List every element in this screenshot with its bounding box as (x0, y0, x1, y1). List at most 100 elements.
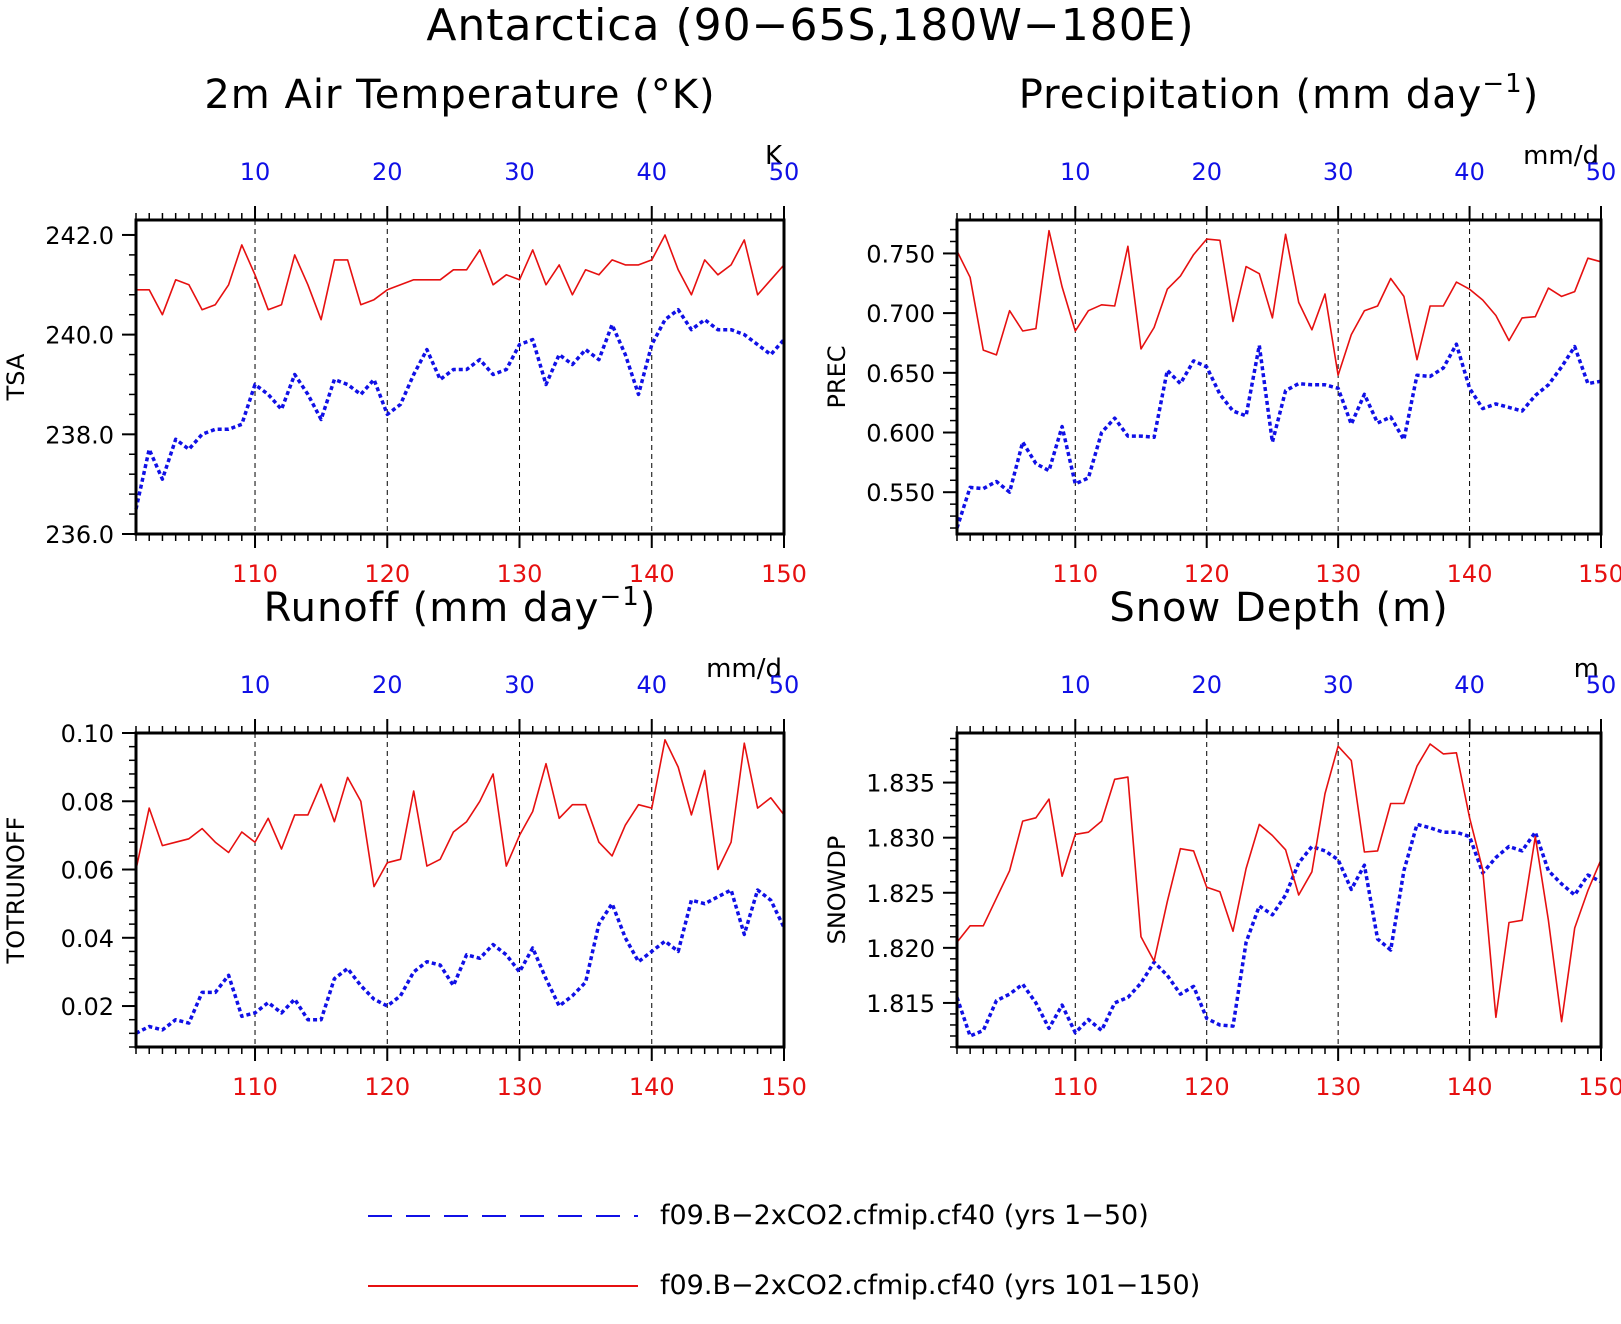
x-bottom-tick-label: 110 (1052, 560, 1098, 588)
y-tick-label: 0.10 (61, 720, 114, 748)
x-top-tick-label: 10 (240, 158, 271, 186)
x-bottom-tick-label: 110 (1052, 1073, 1098, 1101)
legend-swatch-solid (368, 1285, 638, 1287)
x-bottom-tick-label: 130 (1315, 1073, 1361, 1101)
x-bottom-tick-label: 110 (232, 560, 278, 588)
title-tail: ) (1523, 72, 1540, 118)
title-superscript: −1 (1482, 69, 1522, 99)
legend-label-series1: f09.B−2xCO2.cfmip.cf40 (yrs 1−50) (660, 1200, 1149, 1231)
panel-tsa: 2m Air Temperature (°K) K 236.0 238.0 240.0 2… (2, 72, 807, 588)
series-line-yrs-101-150 (956, 229, 1602, 377)
charts-canvas: 2m Air Temperature (°K) K 236.0 238.0 240.0 2… (2, 69, 1621, 1101)
x-top-tick-label: 40 (1454, 158, 1485, 186)
x-bottom-tick-label: 150 (1578, 1073, 1621, 1101)
y-tick-label: 1.815 (866, 990, 935, 1018)
y-tick-label: 1.825 (866, 880, 935, 908)
series-line-yrs-101-150 (956, 743, 1602, 1023)
y-tick-label: 242.0 (45, 222, 114, 250)
x-bottom-tick-label: 150 (1578, 560, 1621, 588)
x-bottom-tick-label: 110 (232, 1073, 278, 1101)
x-bottom-tick-label: 130 (497, 1073, 543, 1101)
x-bottom-tick-label: 150 (761, 1073, 807, 1101)
y-tick-label: 236.0 (45, 521, 114, 549)
series-line-yrs-101-150 (135, 738, 785, 888)
plot-frame (955, 218, 1603, 536)
panel-title: Precipitation (mm day−1) (1019, 69, 1540, 118)
units-label: mm/d (1523, 141, 1599, 171)
y-tick-label: 1.820 (866, 935, 935, 963)
legend-label-series2: f09.B−2xCO2.cfmip.cf40 (yrs 101−150) (660, 1270, 1201, 1301)
x-top-tick-label: 30 (504, 158, 535, 186)
panel-title: Runoff (mm day−1) (264, 582, 657, 631)
x-bottom-tick-label: 140 (629, 560, 675, 588)
y-axis-label: TSA (2, 353, 30, 401)
x-top-tick-label: 50 (769, 671, 800, 699)
y-tick-label: 0.600 (866, 420, 935, 448)
y-tick-label: 0.550 (866, 479, 935, 507)
x-bottom-tick-label: 120 (364, 560, 410, 588)
x-bottom-tick-label: 140 (1447, 1073, 1493, 1101)
y-tick-label: 0.08 (61, 788, 114, 816)
y-tick-label: 0.04 (61, 925, 114, 953)
x-bottom-tick-label: 140 (629, 1073, 675, 1101)
x-top-tick-label: 30 (1323, 158, 1354, 186)
series-line-yrs-1-50 (135, 888, 786, 1035)
plot-frame (134, 731, 786, 1049)
units-label: mm/d (706, 654, 782, 684)
y-tick-label: 0.02 (61, 993, 114, 1021)
y-tick-label: 1.835 (866, 770, 935, 798)
legend-item-series2: f09.B−2xCO2.cfmip.cf40 (yrs 101−150) (0, 1266, 1621, 1306)
y-tick-label: 0.650 (866, 360, 935, 388)
y-tick-label: 0.700 (866, 300, 935, 328)
series-line-yrs-1-50 (955, 822, 1602, 1038)
legend: f09.B−2xCO2.cfmip.cf40 (yrs 1−50) f09.B−… (0, 1190, 1621, 1324)
series-line-yrs-1-50 (955, 342, 1602, 529)
x-top-tick-label: 50 (1586, 671, 1617, 699)
x-top-tick-label: 20 (1191, 158, 1222, 186)
y-axis-label: PREC (823, 345, 851, 408)
legend-item-series1: f09.B−2xCO2.cfmip.cf40 (yrs 1−50) (0, 1196, 1621, 1236)
y-tick-label: 240.0 (45, 322, 114, 350)
plot-frame (955, 731, 1603, 1049)
x-top-tick-label: 40 (636, 671, 667, 699)
x-top-tick-label: 20 (1191, 671, 1222, 699)
panel-title: Snow Depth (m) (1109, 585, 1448, 631)
x-top-tick-label: 50 (769, 158, 800, 186)
x-bottom-tick-label: 130 (1315, 560, 1361, 588)
x-bottom-tick-label: 150 (761, 560, 807, 588)
main-title: Antarctica (90−65S,180W−180E) (426, 0, 1195, 51)
x-bottom-tick-label: 130 (497, 560, 543, 588)
plot-frame (134, 218, 786, 536)
x-top-tick-label: 30 (504, 671, 535, 699)
legend-swatch-dashed (368, 1215, 638, 1217)
panel-title: 2m Air Temperature (°K) (204, 72, 715, 118)
x-bottom-tick-label: 120 (1184, 560, 1230, 588)
series-line-yrs-101-150 (136, 234, 785, 321)
y-tick-label: 0.750 (866, 240, 935, 268)
y-axis-label: TOTRUNOFF (2, 817, 30, 965)
y-tick-label: 1.830 (866, 825, 935, 853)
x-top-tick-label: 10 (240, 671, 271, 699)
x-top-tick-label: 40 (636, 158, 667, 186)
x-bottom-tick-label: 120 (364, 1073, 410, 1101)
units-label: m (1574, 654, 1599, 684)
y-axis-label: SNOWDP (823, 836, 851, 945)
x-top-tick-label: 50 (1586, 158, 1617, 186)
panel-totrunoff: Runoff (mm day−1) mm/d 0.02 0.04 0.06 0.08 0.1… (2, 582, 807, 1101)
title-superscript: −1 (599, 582, 639, 612)
x-top-tick-label: 30 (1323, 671, 1354, 699)
y-tick-label: 238.0 (45, 421, 114, 449)
series-line-yrs-1-50 (134, 307, 786, 510)
x-bottom-tick-label: 140 (1447, 560, 1493, 588)
title-tail: ) (640, 585, 657, 631)
panel-prec: Precipitation (mm day−1) mm/d 0.550 0.600 0.… (823, 69, 1621, 588)
x-top-tick-label: 40 (1454, 671, 1485, 699)
x-top-tick-label: 10 (1060, 671, 1091, 699)
x-top-tick-label: 20 (372, 671, 403, 699)
y-tick-label: 0.06 (61, 857, 114, 885)
units-label: K (765, 141, 783, 171)
x-top-tick-label: 20 (372, 158, 403, 186)
panel-snowdp: Snow Depth (m) m 1.815 1.820 1.825 1.830 1.835… (823, 585, 1621, 1101)
x-bottom-tick-label: 120 (1184, 1073, 1230, 1101)
x-top-tick-label: 10 (1060, 158, 1091, 186)
